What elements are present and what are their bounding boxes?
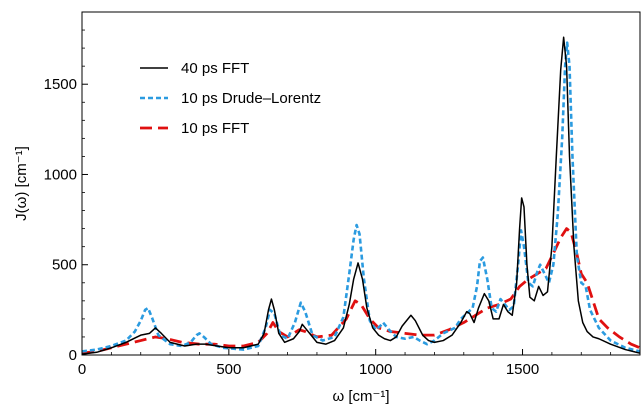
series-layer [81, 36, 641, 355]
x-tick-label: 0 [78, 361, 86, 378]
x-tick-label: 1500 [506, 361, 539, 378]
x-axis-title: ω [cm⁻¹] [332, 388, 389, 405]
y-tick-label: 500 [52, 257, 77, 274]
plot-frame [81, 11, 641, 356]
y-tick-label: 0 [69, 347, 77, 364]
series-line-1 [81, 36, 641, 355]
x-tick-label: 500 [216, 361, 241, 378]
legend-label-3: 10 ps FFT [181, 120, 249, 137]
series-line-2 [81, 41, 641, 353]
legend-label-2: 10 ps Drude–Lorentz [181, 90, 321, 107]
y-tick-label: 1500 [44, 76, 77, 93]
ticks-layer: 0 500 1000 1500 0 500 1000 1500 [44, 29, 612, 378]
legend: 40 ps FFT 10 ps Drude–Lorentz 10 ps FFT [140, 60, 321, 137]
x-tick-label: 1000 [359, 361, 392, 378]
y-axis-title: J(ω) [cm⁻¹] [13, 146, 30, 221]
y-tick-label: 1000 [44, 166, 77, 183]
legend-label-1: 40 ps FFT [181, 60, 249, 77]
